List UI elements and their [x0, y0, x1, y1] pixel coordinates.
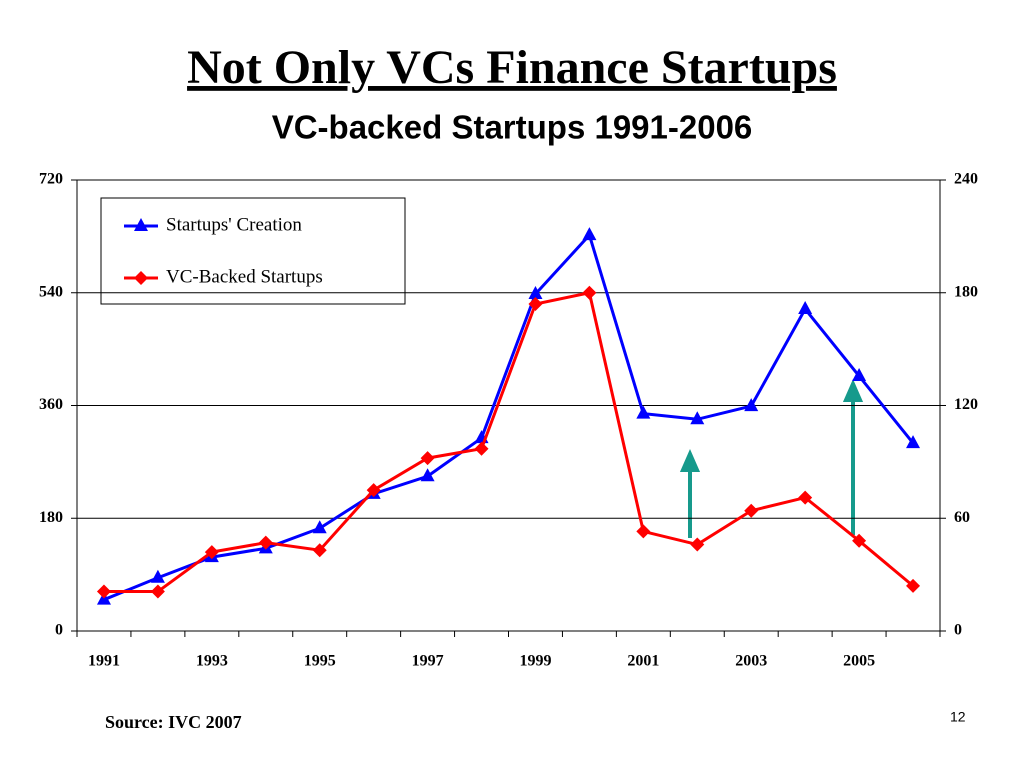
source: Source: IVC 2007 [105, 712, 242, 732]
marker [312, 520, 327, 534]
y-tick-label: 360 [39, 396, 63, 413]
marker [798, 490, 813, 505]
marker [528, 286, 543, 300]
marker [134, 271, 148, 285]
marker [258, 535, 273, 550]
marker [150, 584, 165, 599]
series-line [103, 232, 915, 602]
y2-tick-label: 180 [954, 283, 978, 300]
marker [852, 368, 867, 382]
marker [852, 533, 867, 548]
x-tick-label: 1993 [196, 653, 228, 670]
marker [420, 451, 435, 466]
marker [150, 569, 165, 583]
chart-title: Not Only VCs Finance Startups [187, 41, 837, 94]
marker [96, 584, 111, 599]
y2-tick-label: 60 [954, 509, 970, 526]
y2-tick-label: 0 [954, 622, 962, 639]
series-line [103, 290, 914, 594]
page-number: 12 [950, 709, 966, 725]
marker [744, 503, 759, 518]
marker [906, 578, 921, 593]
marker [636, 524, 651, 539]
y-tick-label: 540 [39, 283, 63, 300]
x-tick-label: 2005 [843, 653, 875, 670]
x-tick-label: 2003 [735, 653, 767, 670]
x-tick-label: 1999 [519, 653, 551, 670]
legend-label: Startups' Creation [166, 214, 302, 235]
x-tick-label: 2001 [627, 653, 659, 670]
y2-tick-label: 120 [954, 396, 978, 413]
x-tick-label: 1997 [412, 653, 444, 670]
marker [204, 545, 219, 560]
y-tick-label: 0 [55, 622, 63, 639]
marker [582, 227, 597, 241]
x-tick-label: 1991 [88, 653, 120, 670]
marker [798, 301, 813, 315]
legend-box [100, 197, 406, 305]
marker [420, 468, 435, 482]
marker [636, 405, 651, 419]
marker [528, 297, 543, 312]
marker [582, 285, 597, 300]
marker [906, 435, 921, 449]
marker [366, 483, 381, 498]
y2-tick-label: 240 [954, 171, 978, 188]
chart-subtitle: VC-backed Startups 1991-2006 [272, 109, 753, 146]
marker [474, 441, 489, 456]
marker [312, 543, 327, 558]
x-tick-label: 1995 [304, 653, 336, 670]
marker [134, 218, 148, 231]
y-tick-label: 180 [39, 509, 63, 526]
y-tick-label: 720 [39, 171, 63, 188]
legend-label: VC-Backed Startups [166, 266, 323, 287]
arrows [679, 379, 864, 538]
marker [690, 537, 705, 552]
marker [744, 398, 759, 412]
marker [690, 411, 705, 425]
